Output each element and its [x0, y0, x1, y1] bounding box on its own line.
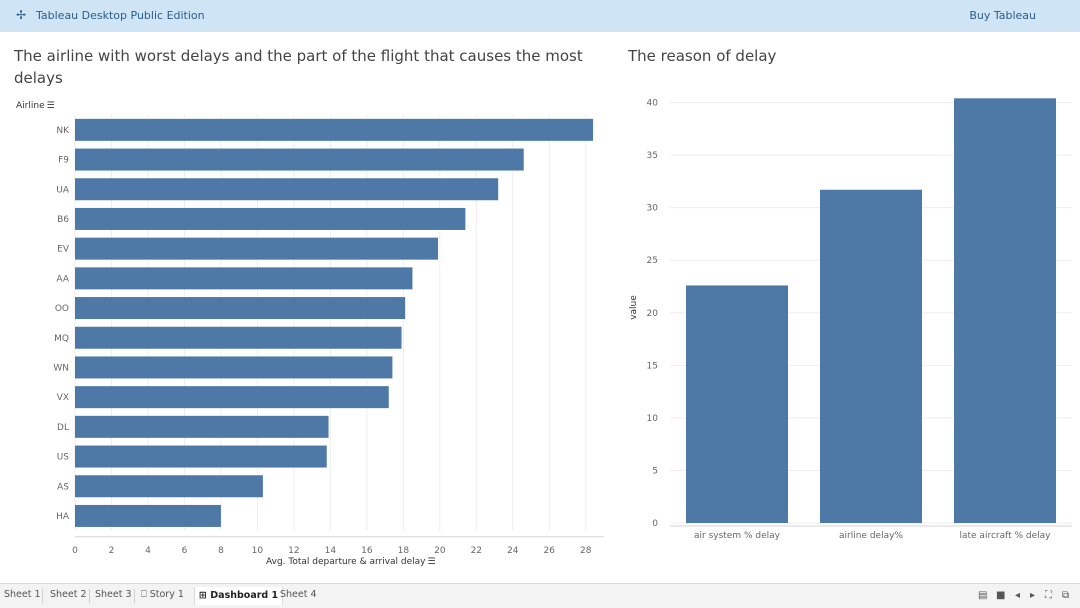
filmstrip-icon[interactable]: ■: [996, 590, 1006, 601]
bar-airline-delay-: [820, 189, 922, 523]
y-tick-label: 20: [647, 309, 659, 319]
category-label: WN: [53, 363, 69, 373]
category-label: air system % delay: [694, 531, 781, 541]
category-label: EV: [57, 245, 70, 255]
category-label: B6: [57, 215, 69, 225]
sort-icon[interactable]: ☰: [46, 101, 55, 111]
left-sheet-title: The airline with worst delays and the pa…: [14, 45, 604, 89]
buy-tableau-link[interactable]: Buy Tableau: [969, 9, 1036, 22]
bar-NK: [75, 118, 594, 141]
x-tick-label: 26: [544, 546, 556, 556]
story-icon: ⎕: [141, 589, 147, 600]
dashboard-icon: ⊞: [199, 590, 207, 601]
delay-axis-label: Avg. Total departure & arrival delay: [266, 557, 426, 567]
bar-B6: [75, 207, 466, 230]
delay-axis-title[interactable]: Avg. Total departure & arrival delay ☰: [266, 557, 436, 567]
x-tick-label: 14: [325, 546, 337, 556]
y-tick-label: 30: [647, 204, 659, 214]
show-tabs-icon[interactable]: ▤: [978, 590, 988, 601]
tab-story-1[interactable]: ⎕ Story 1: [141, 589, 184, 600]
y-tick-label: 25: [647, 256, 658, 266]
bar-WN: [75, 356, 393, 379]
category-label: UA: [56, 185, 70, 195]
prev-sheet-icon[interactable]: ◂: [1015, 590, 1021, 601]
bar-EV: [75, 237, 439, 260]
x-tick-label: 28: [580, 546, 592, 556]
bar-air-system-delay: [686, 285, 788, 523]
category-label: airline delay%: [839, 531, 903, 541]
left-title-line1: The airline with worst delays and the pa…: [14, 47, 583, 65]
airline-delay-chart: 0 2 4 6 8 10 12 14 16 18 20 22 24 26 28NKF9UAB6EVAAOOM…: [53, 115, 604, 556]
sheet-tab-bar: Sheet 1 Sheet 2 Sheet 3 ⎕ Story 1 ⊞ Dash…: [0, 583, 1080, 608]
category-label: OO: [55, 304, 69, 314]
category-label: MQ: [54, 334, 69, 344]
bar-US: [75, 445, 327, 468]
bar-HA: [75, 504, 221, 527]
tab-story-1-label: Story 1: [149, 589, 184, 600]
x-tick-label: 6: [182, 546, 188, 556]
x-tick-label: 0: [72, 546, 78, 556]
category-label: VX: [57, 393, 69, 403]
airline-axis-label: Airline: [16, 101, 45, 111]
tab-dashboard-1-label: Dashboard 1: [210, 590, 279, 601]
bar-late-aircraft-delay: [954, 98, 1056, 524]
restore-icon[interactable]: ⧉: [1062, 590, 1070, 601]
x-tick-label: 12: [288, 546, 299, 556]
bar-AS: [75, 475, 263, 498]
x-tick-label: 8: [218, 546, 224, 556]
next-sheet-icon[interactable]: ▸: [1030, 590, 1036, 601]
bar-F9: [75, 148, 524, 171]
x-tick-label: 16: [361, 546, 373, 556]
right-sheet-title: The reason of delay: [628, 47, 777, 65]
x-tick-label: 10: [252, 546, 264, 556]
category-label: HA: [56, 512, 70, 522]
y-tick-label: 0: [652, 519, 658, 529]
category-label: DL: [57, 423, 69, 433]
tab-dashboard-1[interactable]: ⊞ Dashboard 1: [194, 587, 284, 605]
x-tick-label: 2: [109, 546, 115, 556]
x-tick-label: 4: [145, 546, 151, 556]
fullscreen-icon[interactable]: ⛶: [1045, 590, 1052, 601]
bar-DL: [75, 415, 329, 438]
y-tick-label: 10: [647, 414, 659, 424]
y-tick-label: 40: [647, 99, 659, 109]
bar-AA: [75, 267, 413, 290]
y-tick-label: 35: [647, 151, 658, 161]
x-tick-label: 18: [398, 546, 410, 556]
delay-reason-chart: 0 5 10 15 20 25 30 35 40 value air system % delay a…: [629, 98, 1072, 541]
category-label: US: [57, 453, 70, 463]
tab-sheet-3[interactable]: Sheet 3: [95, 589, 132, 600]
sort-icon[interactable]: ☰: [427, 557, 436, 567]
app-header: ✢ Tableau Desktop Public Edition Buy Tab…: [0, 0, 1080, 32]
category-label: AA: [56, 274, 69, 284]
tab-divider: [89, 589, 90, 603]
x-tick-label: 22: [471, 546, 482, 556]
bar-VX: [75, 386, 389, 409]
left-title-line2: delays: [14, 69, 63, 87]
tab-divider: [134, 589, 135, 603]
airline-axis-title[interactable]: Airline ☰: [16, 101, 55, 111]
y-axis-title: value: [629, 295, 639, 320]
category-label: F9: [58, 156, 69, 166]
bar-UA: [75, 178, 499, 201]
category-label: AS: [57, 482, 69, 492]
tab-divider: [42, 589, 43, 603]
x-tick-label: 20: [434, 546, 446, 556]
tab-sheet-1[interactable]: Sheet 1: [4, 589, 41, 600]
category-label: NK: [56, 126, 70, 136]
x-tick-label: 24: [507, 546, 519, 556]
tableau-logo-icon: ✢: [16, 8, 27, 22]
app-title: Tableau Desktop Public Edition: [36, 9, 205, 22]
bar-MQ: [75, 326, 402, 349]
tab-sheet-2[interactable]: Sheet 2: [50, 589, 87, 600]
y-tick-label: 15: [647, 361, 658, 371]
category-label: late aircraft % delay: [959, 531, 1051, 541]
bar-OO: [75, 297, 406, 320]
tab-sheet-4[interactable]: Sheet 4: [280, 589, 317, 600]
y-tick-label: 5: [652, 466, 658, 476]
